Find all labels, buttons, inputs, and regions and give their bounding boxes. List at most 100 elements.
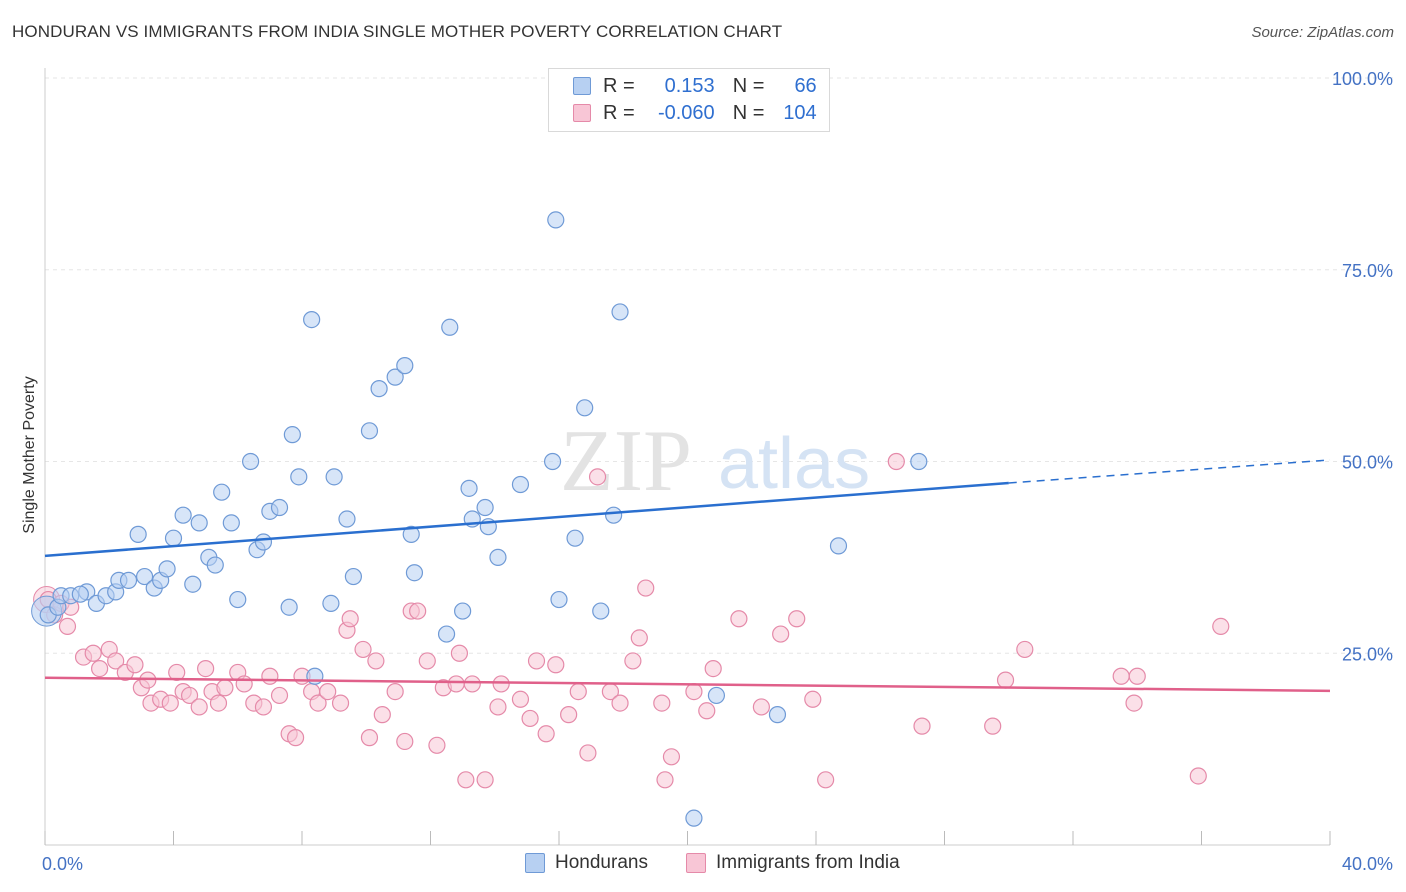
bottom-legend-swatch-pink — [686, 853, 706, 873]
bottom-legend-hondurans: Hondurans — [525, 852, 648, 874]
point-hondurans — [213, 483, 231, 501]
point-india — [624, 652, 642, 670]
point-india — [560, 706, 578, 724]
point-hondurans — [441, 318, 459, 336]
point-india — [637, 579, 655, 597]
point-india — [569, 682, 587, 701]
point-india — [537, 725, 555, 743]
point-hondurans — [254, 533, 273, 551]
point-india — [386, 682, 404, 701]
point-india — [772, 625, 790, 643]
point-hondurans — [437, 625, 456, 643]
point-india — [984, 717, 1002, 735]
x-tick-label-min: 0.0% — [42, 854, 83, 874]
point-india — [817, 771, 835, 789]
point-india — [107, 652, 125, 670]
point-india — [476, 771, 494, 789]
legend-n-value: 104 — [783, 101, 817, 124]
point-hondurans — [768, 706, 787, 724]
point-india — [331, 694, 350, 712]
point-hondurans — [566, 529, 584, 547]
point-hondurans — [270, 498, 289, 517]
point-india — [527, 652, 546, 670]
point-hondurans — [129, 525, 147, 543]
point-india — [704, 659, 722, 678]
legend-n-label: N = — [732, 101, 765, 124]
point-hondurans — [360, 422, 379, 440]
point-hondurans — [511, 475, 530, 494]
legend-r-label: R = — [603, 74, 635, 97]
point-hondurans — [325, 468, 343, 486]
point-hondurans — [338, 510, 356, 528]
point-india — [58, 617, 77, 636]
point-india — [286, 729, 305, 747]
point-india — [126, 656, 144, 674]
point-hondurans — [306, 667, 324, 685]
legend-swatch-pink — [573, 104, 591, 122]
point-india — [373, 706, 391, 724]
point-india — [270, 686, 289, 705]
point-hondurans — [344, 567, 362, 586]
point-india — [1128, 667, 1146, 685]
legend-row-hondurans: R = 0.153 N = 66 — [573, 73, 817, 99]
point-india — [91, 659, 109, 678]
point-india — [168, 663, 186, 682]
point-hondurans — [611, 303, 629, 321]
point-india — [1112, 667, 1130, 685]
watermark-atlas: atlas — [718, 424, 870, 504]
watermark: ZIP atlas — [560, 413, 870, 510]
y-tick-label: 75.0% — [1342, 261, 1393, 281]
series-hondurans-points — [31, 211, 928, 827]
point-hondurans — [829, 537, 848, 555]
point-india — [489, 698, 507, 716]
point-india — [447, 675, 465, 693]
point-hondurans — [576, 399, 594, 417]
trendline-hondurans-extension — [1008, 459, 1331, 484]
watermark-zip: ZIP — [560, 413, 692, 510]
axes — [44, 68, 1331, 846]
point-hondurans — [547, 211, 565, 229]
point-hondurans — [206, 556, 224, 574]
point-india — [730, 610, 748, 628]
legend-n-value: 66 — [794, 74, 817, 97]
point-india — [579, 744, 597, 762]
point-india — [235, 675, 253, 693]
point-india — [190, 698, 208, 716]
point-india — [662, 748, 681, 766]
point-india — [418, 652, 436, 670]
point-india — [588, 468, 607, 486]
point-hondurans — [386, 368, 404, 386]
point-india — [197, 659, 215, 678]
point-india — [409, 602, 427, 620]
trendlines — [44, 459, 1331, 693]
point-hondurans — [164, 529, 183, 547]
point-india — [804, 690, 822, 708]
point-hondurans — [402, 525, 420, 543]
y-tick-label: 25.0% — [1342, 644, 1393, 664]
point-india — [457, 771, 475, 789]
bottom-legend-swatch-blue — [525, 853, 545, 873]
point-hondurans — [405, 564, 424, 582]
point-hondurans — [592, 602, 610, 620]
point-india — [463, 675, 481, 693]
point-india — [492, 675, 510, 693]
point-india — [1189, 767, 1207, 785]
point-hondurans — [550, 590, 568, 609]
point-india — [84, 644, 102, 662]
point-india — [630, 629, 648, 647]
point-india — [209, 694, 228, 712]
point-hondurans — [119, 571, 138, 589]
point-india — [180, 686, 199, 705]
x-tick-label-max: 40.0% — [1342, 854, 1393, 874]
point-india — [611, 694, 629, 712]
point-india — [656, 771, 674, 789]
point-india — [547, 656, 565, 674]
point-hondurans — [71, 585, 89, 603]
point-india — [319, 682, 337, 701]
point-india — [788, 610, 806, 628]
legend-r-value: 0.153 — [664, 74, 715, 97]
point-india — [653, 694, 671, 712]
point-hondurans — [605, 506, 623, 524]
point-hondurans — [910, 452, 928, 471]
